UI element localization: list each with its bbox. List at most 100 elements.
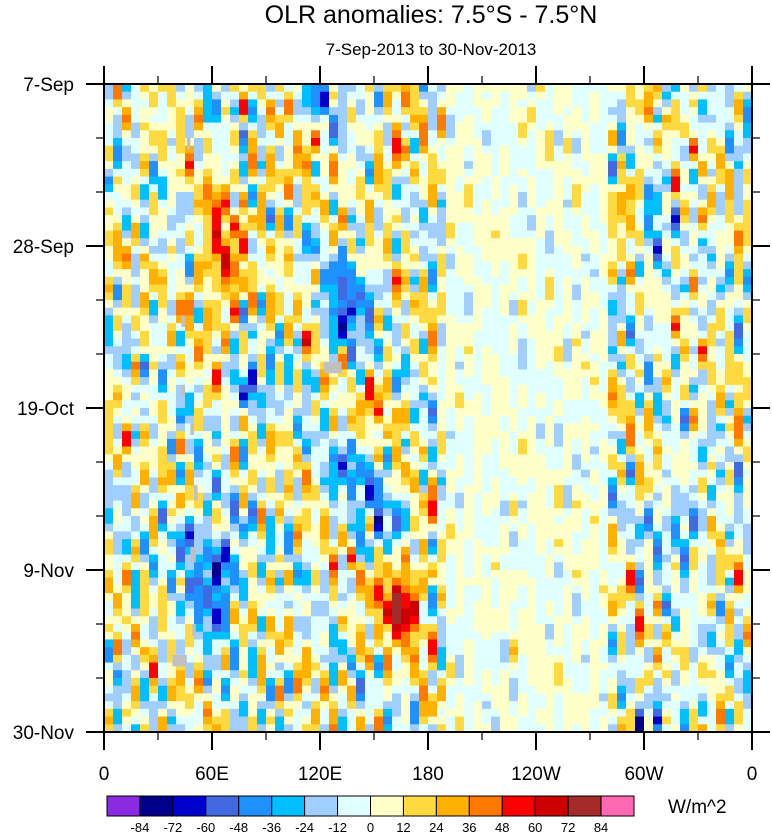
heatmap-cell bbox=[185, 462, 195, 471]
heatmap-cell bbox=[266, 354, 276, 363]
heatmap-cell bbox=[572, 570, 582, 579]
heatmap-cell bbox=[518, 408, 528, 417]
heatmap-cell bbox=[428, 346, 438, 355]
heatmap-cell bbox=[446, 600, 456, 610]
heatmap-cell bbox=[284, 508, 294, 517]
heatmap-cell bbox=[491, 546, 501, 556]
heatmap-cell bbox=[338, 392, 348, 401]
heatmap-cell bbox=[662, 585, 672, 594]
heatmap-cell bbox=[563, 392, 573, 401]
heatmap-cell bbox=[626, 438, 636, 448]
heatmap-cell bbox=[491, 192, 501, 201]
heatmap-cell bbox=[437, 184, 447, 193]
heatmap-cell bbox=[104, 261, 114, 270]
heatmap-cell bbox=[347, 114, 357, 124]
heatmap-cell bbox=[599, 184, 609, 193]
heatmap-cell bbox=[473, 315, 483, 324]
heatmap-cell bbox=[698, 230, 708, 239]
heatmap-cell bbox=[581, 168, 591, 178]
heatmap-cell bbox=[257, 176, 267, 185]
heatmap-cell bbox=[140, 546, 150, 556]
heatmap-cell bbox=[212, 523, 222, 533]
heatmap-cell bbox=[455, 199, 465, 209]
heatmap-cell bbox=[410, 199, 420, 209]
heatmap-cell bbox=[617, 215, 627, 224]
heatmap-cell bbox=[410, 477, 420, 486]
heatmap-cell bbox=[563, 469, 573, 479]
heatmap-cell bbox=[185, 253, 195, 263]
heatmap-cell bbox=[617, 608, 627, 617]
heatmap-cell bbox=[149, 253, 159, 263]
heatmap-cell bbox=[617, 246, 627, 255]
heatmap-cell bbox=[527, 230, 537, 239]
heatmap-cell bbox=[653, 323, 663, 332]
heatmap-cell bbox=[581, 315, 591, 324]
heatmap-cell bbox=[185, 585, 195, 594]
heatmap-cell bbox=[635, 207, 645, 216]
heatmap-cell bbox=[689, 384, 699, 394]
heatmap-cell bbox=[239, 253, 249, 263]
heatmap-cell bbox=[140, 238, 150, 247]
heatmap-cell bbox=[626, 300, 636, 309]
heatmap-cell bbox=[275, 423, 285, 432]
heatmap-cell bbox=[284, 438, 294, 448]
heatmap-cell bbox=[581, 500, 591, 509]
heatmap-cell bbox=[590, 176, 600, 185]
heatmap-cell bbox=[194, 400, 204, 409]
heatmap-cell bbox=[743, 608, 753, 617]
heatmap-cell bbox=[599, 415, 609, 425]
heatmap-cell bbox=[671, 600, 681, 610]
heatmap-cell bbox=[464, 292, 474, 301]
heatmap-cell bbox=[680, 462, 690, 471]
heatmap-cell bbox=[590, 408, 600, 417]
heatmap-cell bbox=[392, 361, 402, 371]
heatmap-cell bbox=[419, 415, 429, 425]
heatmap-cell bbox=[734, 269, 744, 278]
heatmap-cell bbox=[329, 616, 339, 625]
heatmap-cell bbox=[518, 516, 528, 525]
heatmap-cell bbox=[455, 153, 465, 162]
heatmap-cell bbox=[608, 184, 618, 193]
heatmap-cell bbox=[266, 523, 276, 533]
heatmap-cell bbox=[122, 114, 132, 124]
heatmap-cell bbox=[275, 161, 285, 170]
heatmap-cell bbox=[707, 276, 717, 286]
heatmap-cell bbox=[626, 130, 636, 139]
heatmap-cell bbox=[743, 130, 753, 139]
heatmap-cell bbox=[734, 477, 744, 486]
heatmap-cell bbox=[365, 462, 375, 471]
heatmap-cell bbox=[734, 516, 744, 525]
heatmap-cell bbox=[248, 616, 258, 625]
heatmap-cell bbox=[572, 531, 582, 540]
heatmap-cell bbox=[329, 477, 339, 486]
heatmap-cell bbox=[266, 577, 276, 587]
heatmap-cell bbox=[716, 292, 726, 301]
heatmap-cell bbox=[689, 546, 699, 556]
heatmap-cell bbox=[221, 346, 231, 355]
heatmap-cell bbox=[590, 276, 600, 286]
heatmap-cell bbox=[509, 215, 519, 224]
heatmap-cell bbox=[140, 377, 150, 386]
heatmap-cell bbox=[734, 500, 744, 509]
heatmap-cell bbox=[689, 246, 699, 255]
heatmap-cell bbox=[374, 516, 384, 525]
heatmap-cell bbox=[635, 384, 645, 394]
heatmap-cell bbox=[356, 554, 366, 563]
heatmap-cell bbox=[365, 300, 375, 309]
heatmap-cell bbox=[617, 593, 627, 602]
heatmap-cell bbox=[284, 608, 294, 617]
heatmap-cell bbox=[302, 438, 312, 448]
heatmap-cell bbox=[338, 570, 348, 579]
heatmap-cell bbox=[149, 230, 159, 239]
heatmap-cell bbox=[356, 122, 366, 131]
heatmap-cell bbox=[419, 122, 429, 131]
heatmap-cell bbox=[257, 415, 267, 425]
heatmap-cell bbox=[482, 438, 492, 448]
heatmap-cell bbox=[464, 276, 474, 286]
heatmap-cell bbox=[464, 477, 474, 486]
heatmap-cell bbox=[158, 84, 168, 93]
heatmap-cell bbox=[698, 323, 708, 332]
heatmap-cell bbox=[662, 114, 672, 124]
heatmap-cell bbox=[239, 122, 249, 131]
heatmap-cell bbox=[500, 330, 510, 340]
